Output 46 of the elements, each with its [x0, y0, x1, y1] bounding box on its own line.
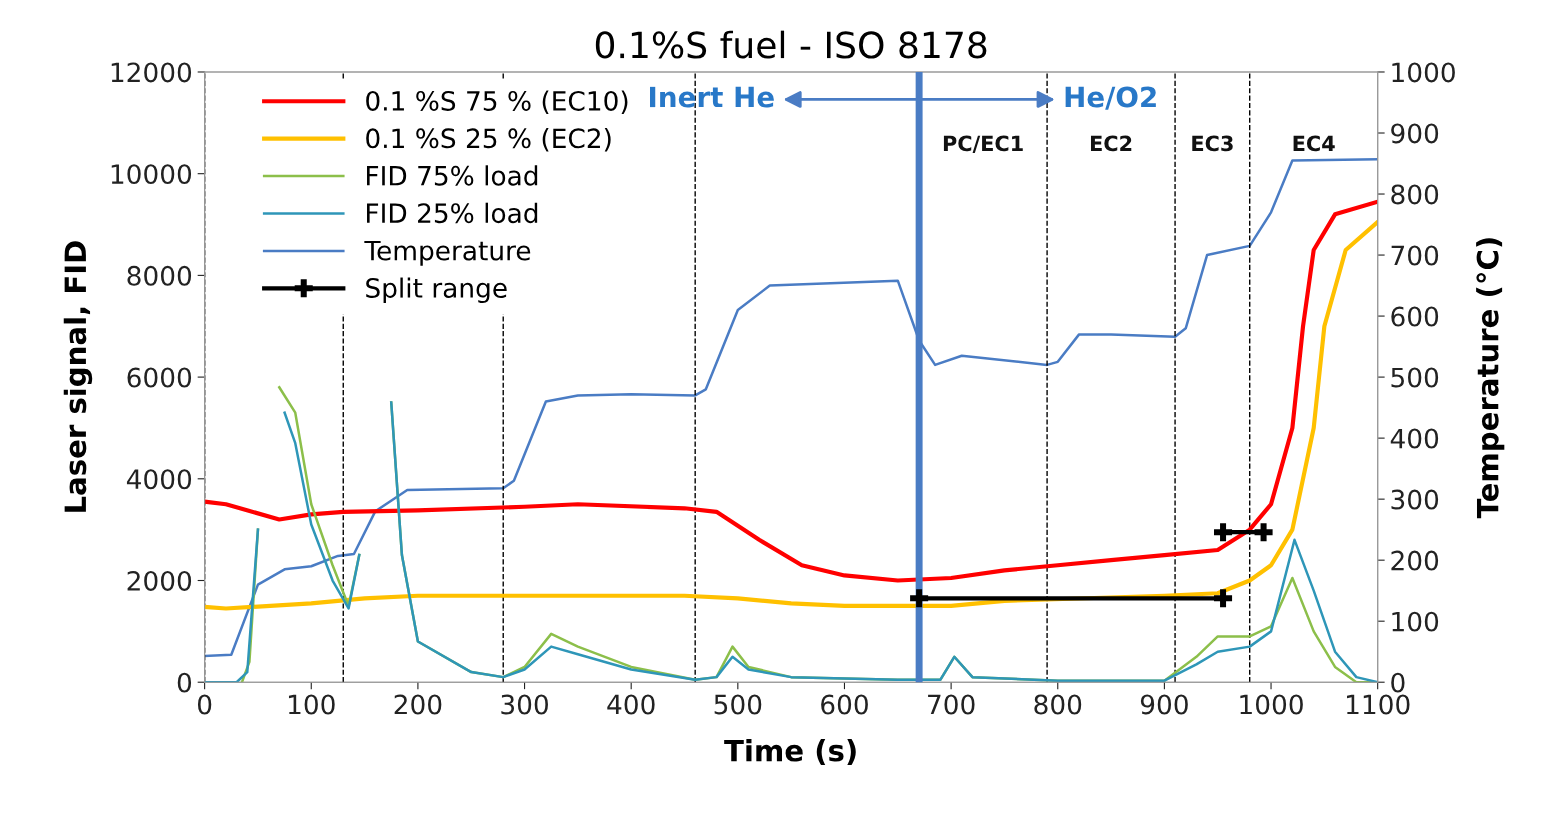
- y2-tick-label: 300: [1391, 489, 1439, 510]
- annotation: Inert He: [650, 86, 774, 108]
- y-tick-label: 6000: [127, 367, 192, 388]
- x-tick-label: 300: [501, 694, 548, 715]
- annotation: PC/EC1: [943, 135, 1023, 153]
- x-tick-label: 0: [197, 694, 212, 715]
- y-tick-label: 4000: [126, 469, 192, 490]
- x-tick-label: 500: [714, 694, 762, 715]
- annotation: EC4: [1293, 135, 1335, 152]
- y2-tick-label: 400: [1390, 428, 1439, 449]
- legend-label: Temperature: [364, 240, 531, 266]
- y2-tick-label: 600: [1391, 306, 1439, 327]
- chart-title: 0.1%S fuel - ISO 8178: [595, 30, 987, 59]
- legend-label: 0.1 %S 25 % (EC2): [366, 127, 611, 152]
- y2-tick-label: 200: [1391, 550, 1439, 571]
- x-tick-label: 1000: [1240, 694, 1303, 715]
- y-axis-title: Laser signal, FID: [63, 241, 93, 512]
- y2-tick-label: 1000: [1392, 62, 1455, 83]
- y2-tick-label: 100: [1392, 611, 1439, 632]
- annotation: EC3: [1192, 135, 1233, 152]
- x-tick-label: 700: [928, 694, 975, 715]
- y2-axis-title: Temperature (°C): [1476, 238, 1505, 519]
- x-tick-label: 400: [607, 694, 655, 715]
- y-tick-label: 0: [177, 672, 192, 693]
- y-tick-label: 12000: [111, 62, 192, 83]
- annotation: He/O2: [1065, 86, 1156, 110]
- y-tick-label: 8000: [127, 265, 192, 286]
- x-tick-label: 600: [821, 694, 868, 715]
- x-tick-label: 800: [1034, 694, 1082, 715]
- legend-label: Split range: [366, 277, 507, 304]
- x-tick-label: 1100: [1347, 694, 1410, 715]
- x-tick-label: 100: [288, 694, 335, 715]
- y2-tick-label: 700: [1391, 245, 1439, 266]
- x-tick-label: 200: [394, 694, 442, 715]
- y-tick-label: 10000: [111, 164, 192, 185]
- y2-tick-label: 800: [1391, 184, 1439, 205]
- legend-label: 0.1 %S 75 % (EC10): [366, 90, 628, 114]
- x-tick-label: 900: [1140, 694, 1188, 715]
- y-tick-label: 2000: [127, 570, 192, 591]
- y2-tick-label: 900: [1391, 123, 1439, 144]
- y2-tick-label: 500: [1391, 367, 1439, 388]
- y2-tick-label: 0: [1391, 672, 1405, 693]
- legend-label: FID 25% load: [367, 202, 538, 224]
- legend-label: FID 75% load: [367, 165, 538, 186]
- annotation: EC2: [1090, 135, 1132, 152]
- x-axis-title: Time (s): [724, 739, 856, 766]
